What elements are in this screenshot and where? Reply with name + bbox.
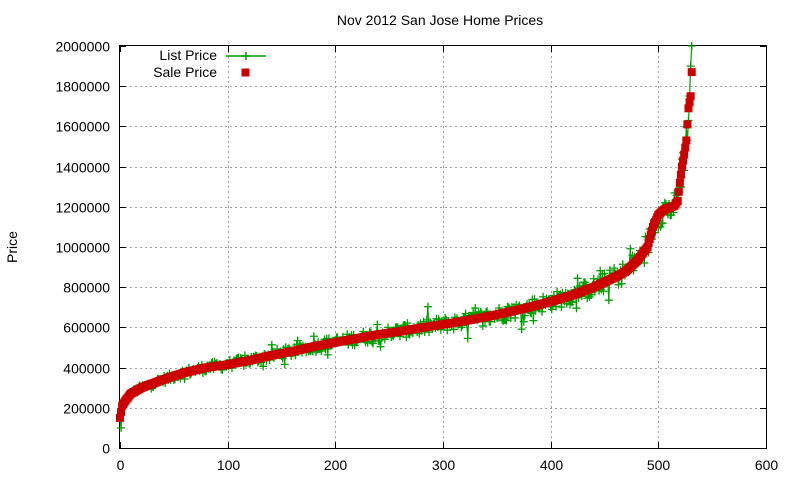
y-tick-label: 200000 <box>63 401 110 417</box>
y-axis-label: Price <box>4 231 20 263</box>
sale-price-point <box>647 226 656 235</box>
y-tick-label: 1200000 <box>55 200 110 216</box>
x-tick-label: 100 <box>217 457 241 473</box>
y-tick-label: 1600000 <box>55 119 110 135</box>
sale-price-point <box>644 238 653 247</box>
sale-price-point <box>117 407 126 416</box>
plot-frame <box>119 45 767 449</box>
list-price-point <box>519 317 528 326</box>
list-price-point <box>309 332 318 341</box>
sale-price-point <box>681 143 690 152</box>
y-tick-label: 1800000 <box>55 79 110 95</box>
legend-marker-sale-price <box>241 68 250 77</box>
list-price-point <box>369 339 378 348</box>
list-price-point <box>471 304 480 313</box>
x-tick-label: 400 <box>540 457 564 473</box>
legend-label-list-price: List Price <box>159 47 217 63</box>
sale-price-point <box>676 170 685 179</box>
sale-price-point <box>687 68 696 77</box>
sale-price-point <box>645 234 654 243</box>
list-price-point <box>323 350 332 359</box>
y-tick-label: 800000 <box>63 280 110 296</box>
list-price-point <box>117 423 126 432</box>
list-price-point <box>267 340 276 349</box>
list-price-point <box>604 296 613 305</box>
legend: List Price Sale Price <box>153 47 266 80</box>
list-price-point <box>280 360 289 369</box>
grid-lines <box>120 46 766 448</box>
list-price-point <box>517 325 526 334</box>
list-price-point <box>511 314 520 323</box>
list-price-point <box>463 334 472 343</box>
list-price-point <box>529 316 538 325</box>
list-price-point <box>259 362 268 371</box>
sale-price-point <box>678 162 687 171</box>
y-tick-label: 1000000 <box>55 240 110 256</box>
list-price-point <box>373 320 382 329</box>
sale-price-point <box>675 178 684 187</box>
list-price-point <box>423 302 432 311</box>
legend-marker-list-price <box>242 52 250 60</box>
sale-price-series <box>116 68 696 422</box>
y-axis: 0 200000 400000 600000 800000 1000000 1200000 1… <box>55 39 766 457</box>
sale-price-point <box>684 104 693 113</box>
sale-price-point <box>679 156 688 165</box>
y-tick-label: 1400000 <box>55 160 110 176</box>
sale-price-point <box>116 413 124 422</box>
list-price-point <box>610 264 619 273</box>
sale-price-point <box>683 120 692 129</box>
list-price-point <box>502 316 511 325</box>
list-price-point <box>687 42 696 50</box>
y-tick-label: 0 <box>102 441 110 457</box>
sale-price-point <box>686 92 695 101</box>
list-price-point <box>573 274 582 283</box>
list-price-point <box>605 266 614 275</box>
list-price-series <box>116 42 696 432</box>
list-price-point <box>478 322 487 331</box>
x-tick-label: 200 <box>324 457 348 473</box>
list-price-point <box>572 304 581 313</box>
sale-price-point <box>685 98 694 107</box>
chart-title: Nov 2012 San Jose Home Prices <box>337 12 543 28</box>
sale-price-point <box>643 243 652 251</box>
x-tick-label: 600 <box>755 457 779 473</box>
sale-price-point <box>682 136 691 145</box>
list-price-point <box>600 269 609 278</box>
y-tick-label: 600000 <box>63 320 110 336</box>
x-tick-label: 0 <box>117 457 125 473</box>
sale-price-point <box>674 187 683 196</box>
list-price-point <box>626 244 635 253</box>
list-price-point <box>538 307 547 316</box>
y-tick-label: 2000000 <box>55 39 110 55</box>
list-price-point <box>547 305 556 314</box>
list-price-point <box>617 279 626 288</box>
sale-price-point <box>673 196 682 205</box>
sale-price-point <box>646 230 655 239</box>
x-tick-label: 300 <box>432 457 456 473</box>
list-price-point <box>599 287 608 296</box>
x-axis: 0 100 200 300 400 500 600 <box>117 46 779 473</box>
x-tick-label: 500 <box>647 457 671 473</box>
list-price-point <box>376 342 385 351</box>
y-tick-label: 400000 <box>63 361 110 377</box>
list-price-point <box>557 303 566 312</box>
legend-label-sale-price: Sale Price <box>153 64 217 80</box>
sale-price-point <box>680 150 689 159</box>
